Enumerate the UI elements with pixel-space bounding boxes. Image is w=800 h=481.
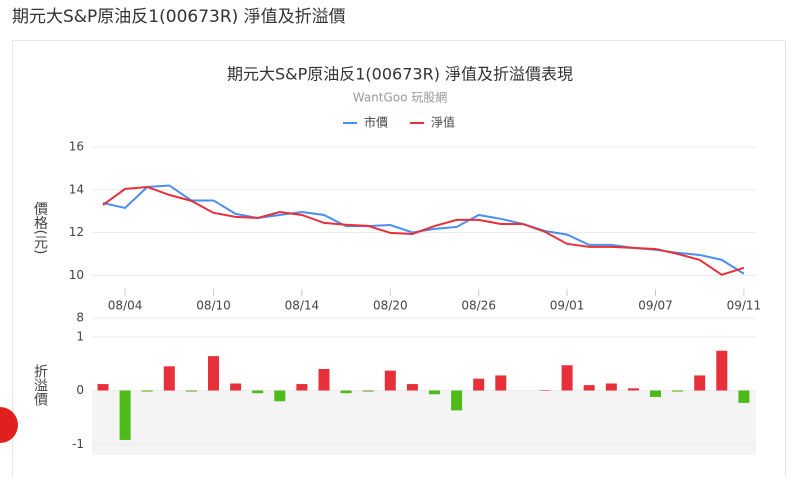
y-axis-label: 折溢價 bbox=[32, 364, 48, 406]
bar bbox=[318, 369, 330, 391]
x-tick-label: 08/04 bbox=[108, 299, 143, 313]
legend-label: 市價 bbox=[364, 115, 388, 130]
bar bbox=[561, 365, 573, 391]
y-axis-label: 價格(元) bbox=[32, 201, 48, 255]
bar bbox=[230, 383, 242, 391]
x-tick-label: 08/14 bbox=[285, 299, 320, 313]
x-tick-label: 08/20 bbox=[373, 299, 408, 313]
legend-label: 淨值 bbox=[431, 115, 455, 130]
bar bbox=[495, 375, 507, 391]
bar bbox=[252, 390, 264, 394]
bar bbox=[672, 390, 684, 392]
x-tick-label: 09/07 bbox=[638, 299, 673, 313]
y-tick-label: 14 bbox=[69, 182, 84, 196]
x-tick-label: 09/11 bbox=[727, 299, 762, 313]
bar bbox=[362, 390, 374, 392]
y-tick-label: 0 bbox=[76, 383, 84, 397]
y-tick-label: 8 bbox=[76, 311, 84, 325]
bar bbox=[406, 384, 418, 391]
y-tick-label: 16 bbox=[69, 140, 84, 154]
y-tick-label: 1 bbox=[76, 329, 84, 343]
bar bbox=[694, 375, 706, 391]
chart-subtitle: WantGoo 玩股網 bbox=[353, 91, 448, 105]
bar bbox=[384, 370, 396, 391]
bar bbox=[627, 388, 639, 391]
bar bbox=[296, 384, 308, 391]
bar bbox=[119, 390, 131, 440]
bar bbox=[208, 356, 219, 391]
chart-title: 期元大S&P原油反1(00673R) 淨值及折溢價表現 bbox=[227, 65, 573, 84]
bar bbox=[97, 384, 109, 391]
bar bbox=[605, 383, 617, 391]
y-tick-label: 10 bbox=[69, 268, 84, 282]
bar bbox=[163, 366, 175, 391]
bar bbox=[539, 389, 551, 391]
bar bbox=[429, 390, 440, 395]
bar bbox=[583, 385, 595, 391]
bar bbox=[451, 390, 463, 411]
y-tick-label: 12 bbox=[69, 225, 84, 239]
x-tick-label: 09/01 bbox=[550, 299, 585, 313]
floating-button[interactable] bbox=[0, 407, 18, 443]
x-tick-label: 08/26 bbox=[461, 299, 496, 313]
bar bbox=[473, 378, 485, 391]
bar bbox=[650, 390, 661, 397]
x-tick-label: 08/10 bbox=[196, 299, 231, 313]
bar bbox=[141, 390, 153, 392]
page-title: 期元大S&P原油反1(00673R) 淨值及折溢價 bbox=[12, 7, 346, 27]
bar bbox=[340, 390, 352, 394]
y-tick-label: -1 bbox=[72, 437, 84, 451]
bar bbox=[274, 390, 286, 402]
line-series bbox=[102, 185, 745, 276]
bar bbox=[185, 390, 197, 392]
bar bbox=[716, 350, 728, 391]
negative-area bbox=[92, 390, 756, 455]
bar bbox=[738, 390, 750, 403]
